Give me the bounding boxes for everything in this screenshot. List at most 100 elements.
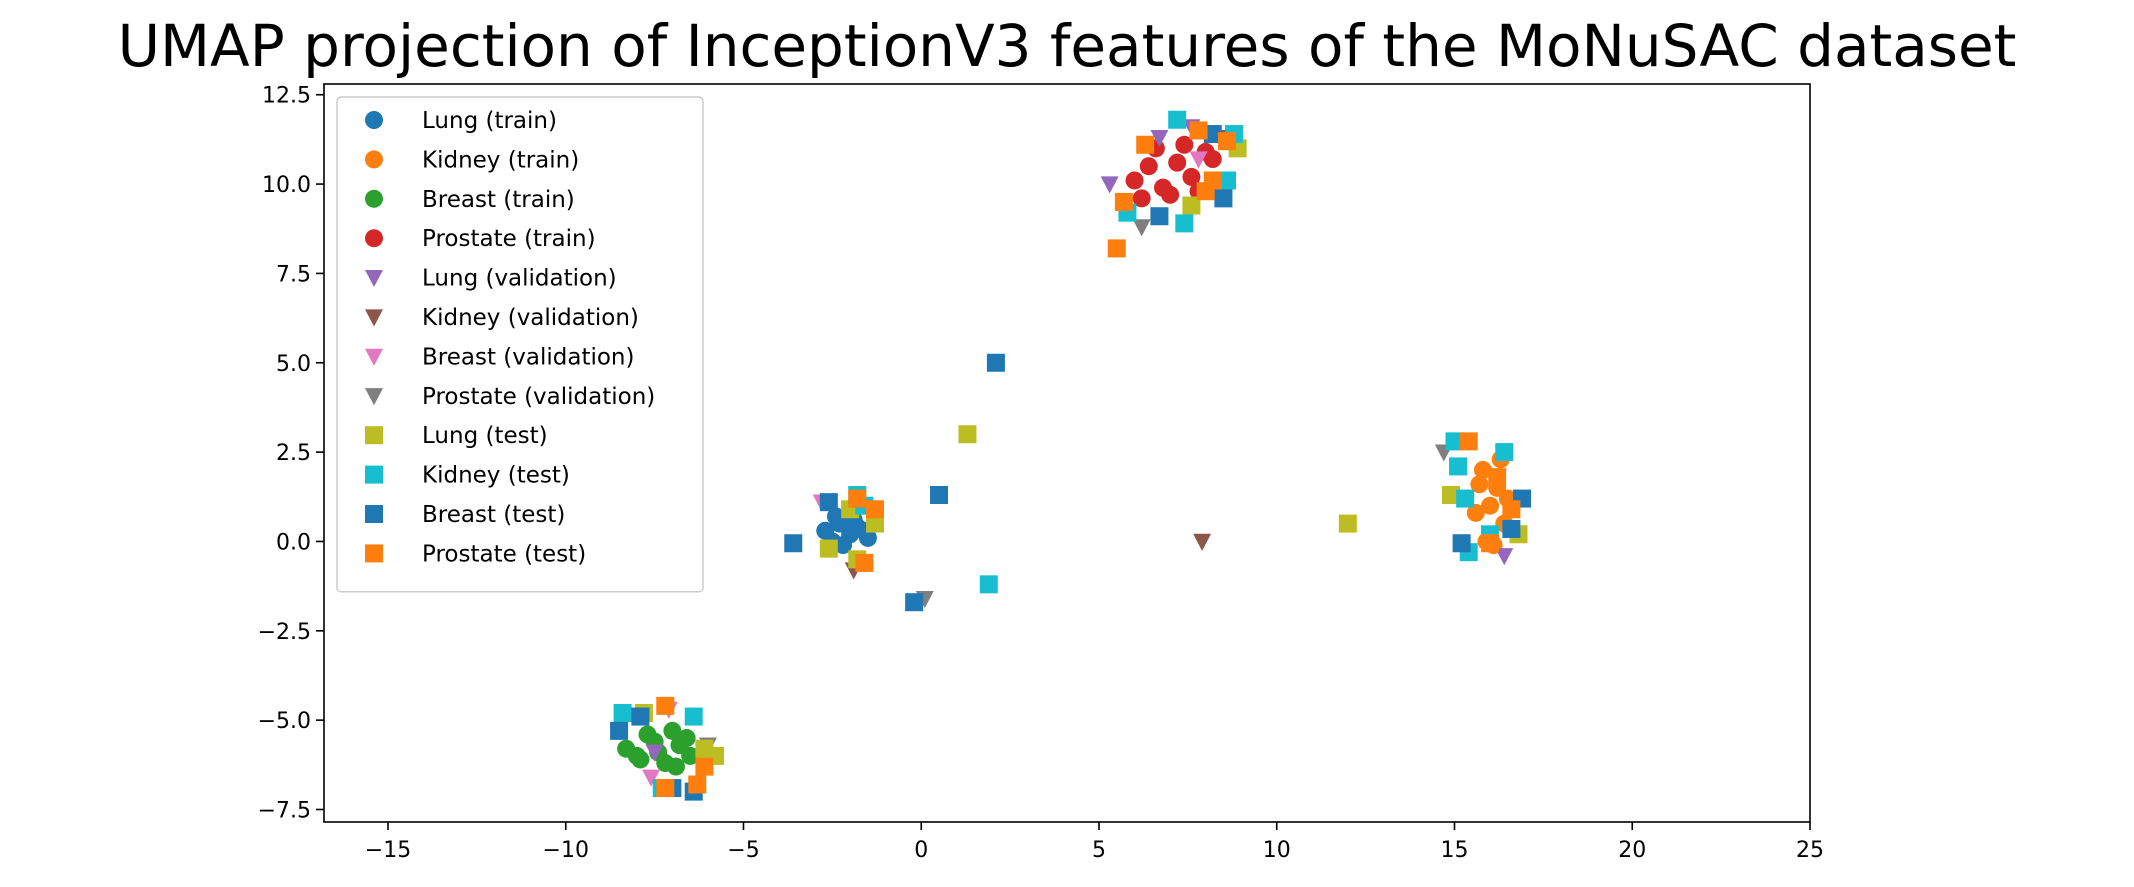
chart-title: UMAP projection of InceptionV3 features … — [118, 12, 2017, 80]
data-point — [656, 779, 675, 798]
data-point — [1132, 219, 1151, 237]
data-point — [1466, 503, 1485, 522]
data-point — [1168, 153, 1187, 172]
data-point — [979, 575, 998, 594]
y-tick-label: −2.5 — [258, 620, 311, 645]
data-point — [866, 500, 885, 519]
data-point — [631, 707, 650, 726]
data-point — [1217, 171, 1236, 190]
y-tick-label: 0.0 — [276, 530, 311, 555]
data-point — [1338, 514, 1357, 533]
data-point — [1452, 534, 1471, 553]
data-point — [1495, 548, 1514, 566]
data-point — [1441, 485, 1460, 504]
data-point — [656, 696, 675, 715]
data-point — [819, 539, 838, 558]
data-point — [613, 703, 632, 722]
x-tick-label: −5 — [727, 838, 759, 863]
legend-marker — [365, 269, 383, 288]
legend-marker — [365, 309, 383, 327]
legend-label: Prostate (test) — [422, 541, 586, 567]
data-point — [642, 769, 661, 787]
legend-label: Prostate (validation) — [422, 384, 655, 410]
data-point — [1456, 489, 1475, 508]
data-point — [1193, 533, 1212, 551]
legend-marker — [365, 189, 383, 208]
data-point — [958, 425, 977, 444]
series-4 — [645, 119, 1514, 762]
x-tick-label: 25 — [1796, 838, 1824, 863]
legend-marker — [365, 505, 383, 523]
data-point — [1488, 468, 1507, 487]
legend-label: Prostate (train) — [422, 226, 596, 252]
data-point — [1136, 135, 1155, 154]
data-point — [1502, 519, 1521, 538]
data-point — [1132, 189, 1151, 208]
data-point — [645, 744, 664, 762]
legend-marker — [365, 111, 383, 129]
legend-label: Breast (train) — [422, 187, 575, 213]
legend-label: Kidney (validation) — [422, 305, 639, 331]
legend-item: Lung (test) — [365, 423, 548, 449]
legend-item: Breast (train) — [365, 187, 575, 213]
data-point — [1203, 125, 1222, 144]
data-point — [1107, 239, 1126, 258]
data-point — [1470, 475, 1489, 494]
legend-item: Kidney (validation) — [365, 305, 639, 331]
legend-marker — [365, 229, 383, 248]
data-point — [1214, 189, 1233, 208]
x-tick-label: 20 — [1618, 838, 1646, 863]
data-point — [1445, 432, 1464, 451]
y-tick-label: 12.5 — [262, 84, 311, 109]
y-tick-label: 2.5 — [276, 441, 311, 466]
legend-item: Kidney (test) — [365, 463, 570, 489]
series-10 — [610, 125, 1532, 801]
y-tick-label: 5.0 — [276, 352, 311, 377]
data-point — [627, 746, 646, 765]
data-point — [866, 514, 885, 533]
data-point — [1150, 129, 1169, 148]
data-point — [1175, 135, 1194, 154]
data-point — [681, 746, 700, 765]
data-point — [663, 721, 682, 740]
data-point — [1161, 185, 1180, 204]
legend-label: Breast (validation) — [422, 344, 634, 370]
x-axis: −15 −10 −5 0 5 10 15 20 25 — [365, 822, 1824, 863]
data-point — [1502, 500, 1521, 519]
data-point — [688, 775, 707, 794]
legend-box — [336, 96, 704, 593]
data-point — [784, 534, 803, 553]
legend-item: Lung (validation) — [365, 266, 617, 292]
plot-points — [610, 110, 1532, 801]
data-point — [677, 729, 696, 748]
legend-item: Lung (train) — [365, 108, 557, 134]
x-tick-label: 15 — [1440, 838, 1468, 863]
data-point — [1168, 110, 1187, 129]
data-point — [930, 485, 949, 504]
series-9 — [613, 110, 1514, 798]
data-point — [855, 553, 874, 572]
data-point — [638, 725, 657, 744]
legend-marker — [365, 465, 383, 484]
data-point — [610, 721, 629, 740]
plot-frame — [323, 83, 1811, 823]
legend-label: Kidney (train) — [422, 147, 579, 173]
legend-label: Lung (test) — [422, 423, 548, 449]
x-tick-label: 5 — [1092, 838, 1106, 863]
legend-item: Prostate (test) — [365, 541, 586, 567]
legend-item: Breast (validation) — [365, 344, 634, 370]
legend-label: Lung (train) — [422, 108, 557, 134]
y-tick-label: 10.0 — [262, 173, 311, 198]
data-point — [834, 536, 853, 555]
legend-item: Prostate (validation) — [365, 384, 655, 410]
data-point — [695, 757, 714, 776]
data-point — [666, 757, 685, 776]
data-point — [905, 593, 924, 612]
data-point — [848, 489, 867, 508]
data-point — [1175, 214, 1194, 233]
data-point — [1100, 176, 1119, 194]
data-point — [1182, 196, 1201, 215]
legend-marker — [365, 426, 383, 445]
data-point — [819, 493, 838, 512]
